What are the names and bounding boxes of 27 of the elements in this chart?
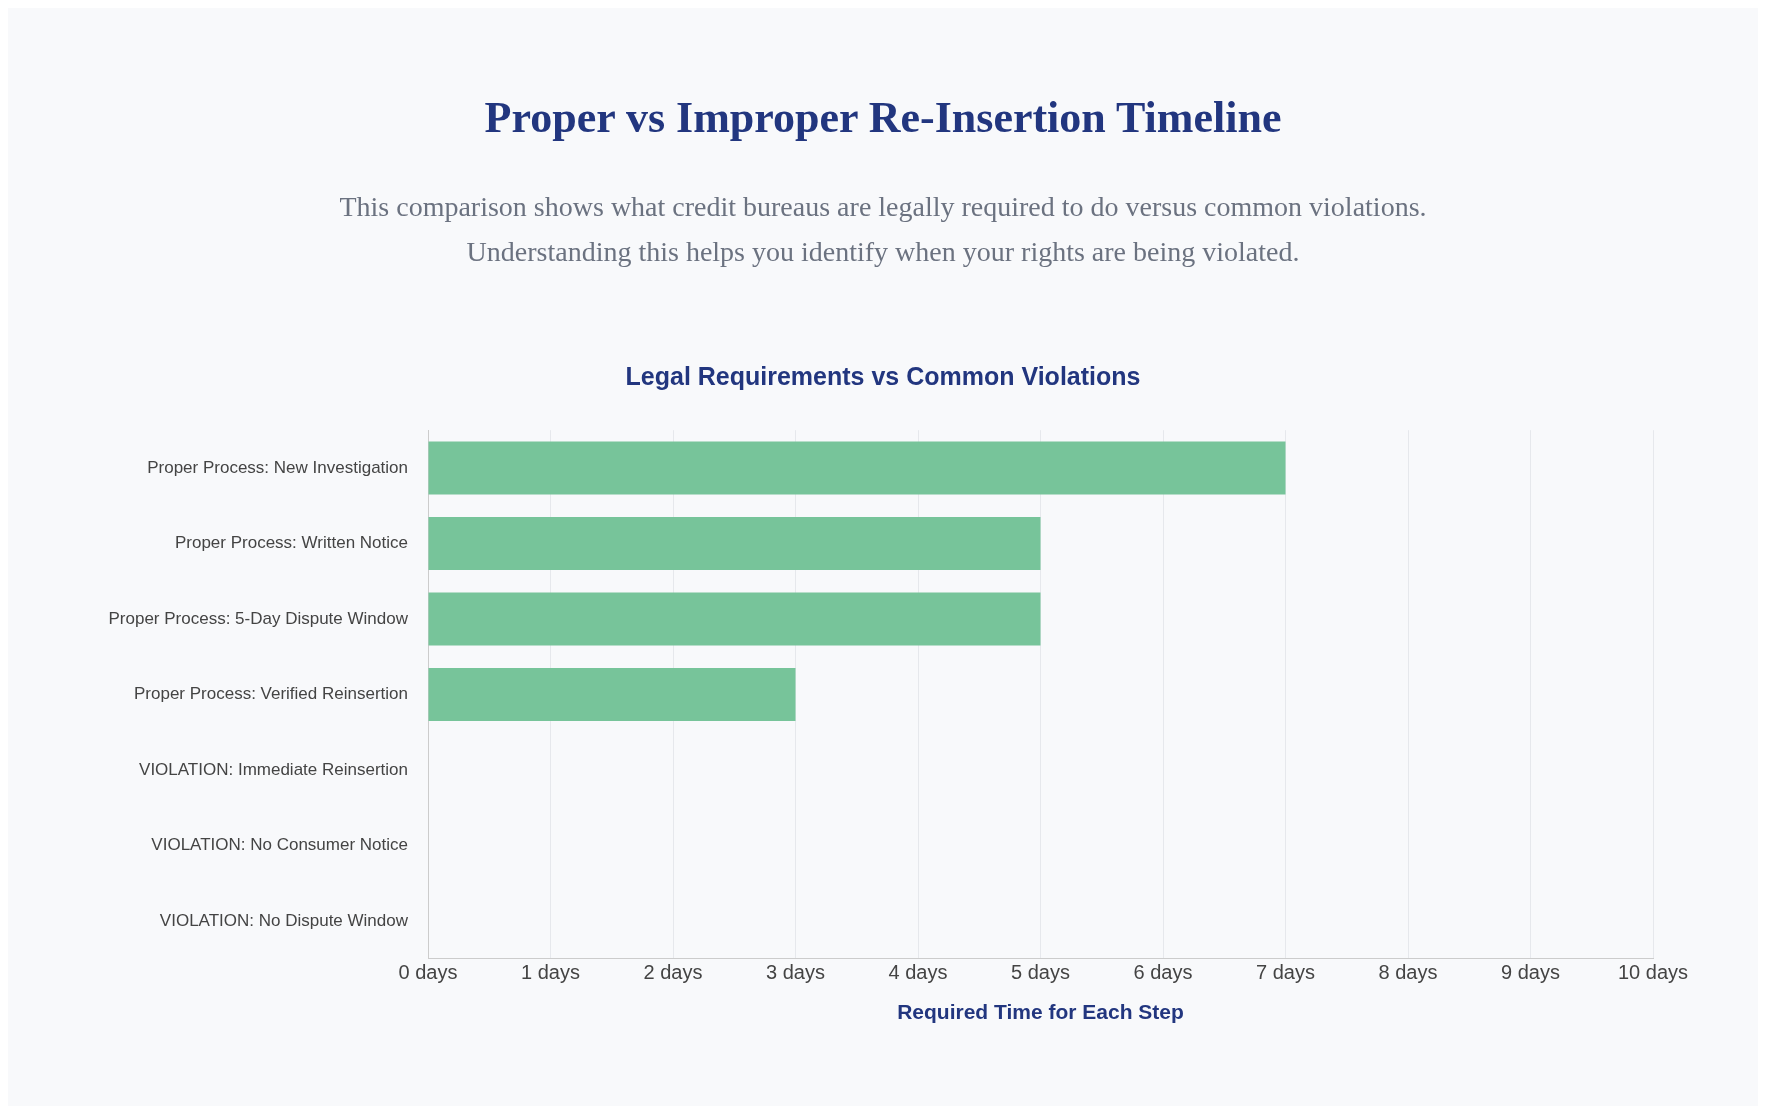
y-tick-label: Proper Process: 5-Day Dispute Window: [108, 608, 409, 628]
bar: [428, 592, 1041, 646]
y-tick-label: Proper Process: Written Notice: [174, 533, 408, 553]
y-tick-label: VIOLATION: No Dispute Window: [159, 910, 409, 930]
x-tick-label: 9 days: [1501, 961, 1560, 984]
x-tick-label: 4 days: [888, 961, 948, 984]
y-tick-label: Proper Process: New Investigation: [147, 457, 408, 477]
y-tick-label: VIOLATION: Immediate Reinsertion: [139, 759, 408, 779]
x-tick-label: 8 days: [1378, 961, 1438, 984]
x-axis-title: Required Time for Each Step: [897, 1000, 1184, 1024]
x-tick-label: 3 days: [766, 961, 825, 984]
chart-title: Proper vs Improper Re-Insertion Timeline: [483, 92, 1283, 143]
y-tick-label: Proper Process: Verified Reinsertion: [133, 684, 408, 704]
bar: [428, 441, 1286, 495]
text: Understanding this helps you identify when your rights are being violated.: [465, 235, 1301, 269]
text: This comparison shows what credit bureaus are legally required to do versus common violations.: [338, 190, 1428, 224]
x-tick-label: 5 days: [1011, 961, 1070, 984]
x-tick-label: 1 days: [521, 961, 580, 984]
x-tick-label: 2 days: [643, 961, 703, 984]
y-tick-label: VIOLATION: No Consumer Notice: [151, 835, 408, 855]
bar: [428, 517, 1041, 570]
x-tick-label: 0 days: [398, 961, 458, 984]
chart-subtitle: Legal Requirements vs Common Violations: [624, 362, 1142, 391]
x-tick-label: 10 days: [1617, 961, 1689, 984]
x-tick-label: 6 days: [1133, 961, 1193, 984]
bar: [428, 668, 796, 721]
x-tick-label: 7 days: [1256, 961, 1315, 984]
